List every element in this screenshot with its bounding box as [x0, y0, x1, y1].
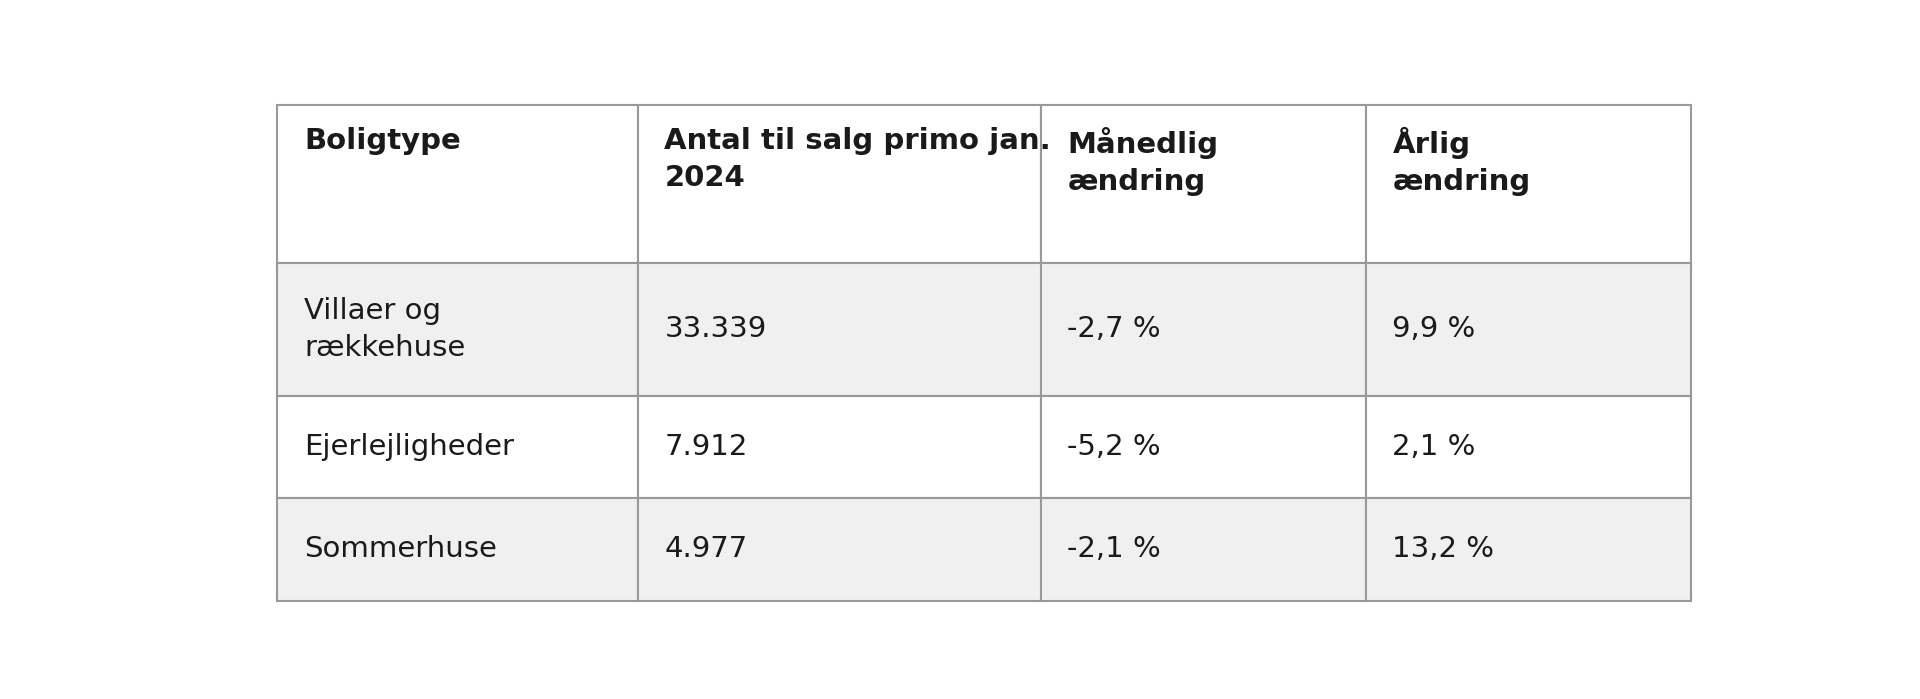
Text: 9,9 %: 9,9 % — [1392, 315, 1476, 343]
Bar — [276, 498, 637, 600]
Text: Antal til salg primo jan.
2024: Antal til salg primo jan. 2024 — [664, 127, 1052, 192]
Text: Månedlig
ændring: Månedlig ændring — [1068, 127, 1219, 196]
Bar — [276, 106, 637, 263]
Bar — [1365, 106, 1692, 263]
Bar — [637, 106, 1041, 263]
Bar — [1041, 396, 1365, 498]
Text: -5,2 %: -5,2 % — [1068, 433, 1162, 461]
Text: Sommerhuse: Sommerhuse — [303, 535, 497, 563]
Bar — [1365, 396, 1692, 498]
Bar — [276, 396, 637, 498]
Text: 4.977: 4.977 — [664, 535, 747, 563]
Text: -2,1 %: -2,1 % — [1068, 535, 1162, 563]
Bar — [1041, 106, 1365, 263]
Bar — [637, 396, 1041, 498]
Bar — [637, 498, 1041, 600]
Text: Boligtype: Boligtype — [303, 127, 461, 154]
Bar — [637, 263, 1041, 396]
Text: Ejerlejligheder: Ejerlejligheder — [303, 433, 515, 461]
Text: 7.912: 7.912 — [664, 433, 747, 461]
Text: Årlig
ændring: Årlig ændring — [1392, 127, 1530, 196]
Text: 33.339: 33.339 — [664, 315, 766, 343]
Bar — [276, 263, 637, 396]
Bar — [1365, 498, 1692, 600]
Text: 13,2 %: 13,2 % — [1392, 535, 1494, 563]
Bar — [1041, 263, 1365, 396]
Text: 2,1 %: 2,1 % — [1392, 433, 1476, 461]
Bar — [1041, 498, 1365, 600]
Bar — [1365, 263, 1692, 396]
Text: -2,7 %: -2,7 % — [1068, 315, 1162, 343]
Text: Villaer og
rækkehuse: Villaer og rækkehuse — [303, 297, 465, 362]
